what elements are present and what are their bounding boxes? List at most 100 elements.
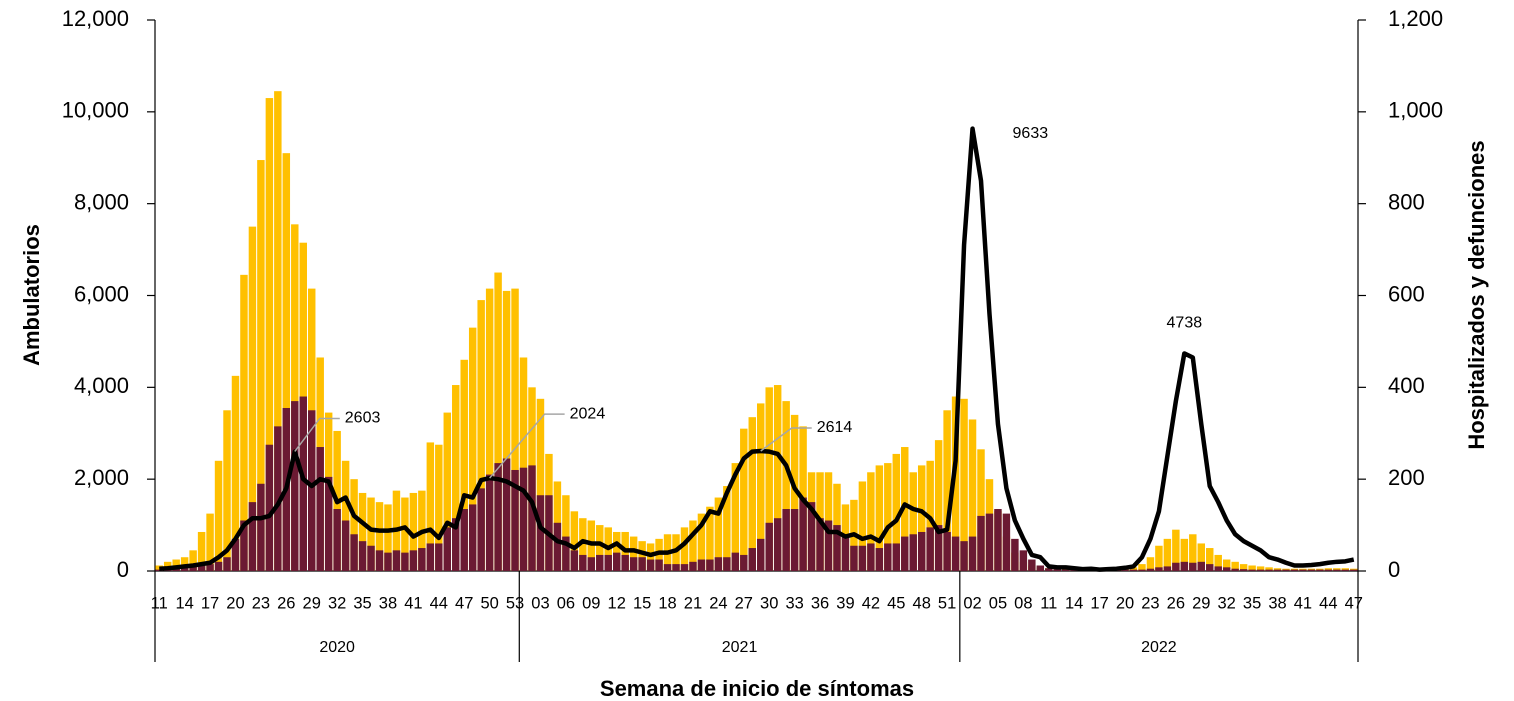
bar [1002, 513, 1011, 571]
y-tick-label: 10,000 [62, 98, 129, 123]
bar [155, 569, 163, 571]
bar [443, 412, 452, 571]
x-tick-label: 44 [1319, 594, 1337, 612]
bar [452, 518, 460, 571]
bar [638, 541, 646, 571]
leader-line [294, 417, 340, 452]
bar [197, 531, 206, 571]
bar [511, 288, 519, 571]
x-tick-label: 23 [1141, 594, 1159, 612]
bar [748, 548, 756, 571]
bar [875, 465, 884, 571]
bar [265, 444, 274, 571]
bar [1273, 569, 1282, 571]
bar [1053, 569, 1061, 571]
bar [757, 538, 765, 571]
bar [1036, 565, 1045, 571]
bar [773, 518, 782, 571]
data-label: 4738 [1167, 315, 1203, 332]
y2-axis-title: Hospitalizados y defunciones [1464, 140, 1489, 449]
y-tick-label: 8,000 [74, 189, 129, 214]
x-tick-label: 39 [836, 594, 854, 612]
bar [1197, 561, 1205, 571]
x-tick-label: 12 [608, 594, 626, 612]
y2-tick-label: 1,000 [1388, 98, 1443, 123]
bar [731, 463, 740, 571]
x-tick-label: 18 [658, 594, 676, 612]
y-tick-label: 6,000 [74, 281, 129, 306]
bar [1163, 538, 1172, 571]
bar [807, 502, 816, 571]
bar [748, 417, 756, 571]
x-tick-label: 29 [303, 594, 321, 612]
bar [435, 444, 443, 571]
bar [1011, 538, 1019, 571]
bar [384, 504, 392, 571]
bar [943, 531, 951, 571]
x-tick-label: 47 [455, 594, 473, 612]
x-tick-label: 06 [557, 594, 575, 612]
bar [858, 545, 867, 571]
bar [519, 357, 528, 571]
bar [570, 511, 579, 571]
leader-line [489, 413, 565, 479]
bar [934, 440, 943, 571]
bar [223, 557, 231, 571]
x-tick-label: 38 [1268, 594, 1286, 612]
bar [333, 509, 341, 571]
bar [1189, 534, 1197, 571]
bar [951, 536, 960, 571]
bar [689, 520, 697, 571]
bar [511, 469, 519, 571]
bar [782, 509, 790, 571]
bar [1290, 569, 1299, 571]
bar [596, 525, 604, 571]
bar [1180, 538, 1189, 571]
bar [367, 545, 375, 571]
bar [240, 274, 248, 571]
bar [223, 410, 231, 571]
bar [968, 536, 977, 571]
bar [519, 467, 528, 571]
bar [612, 552, 621, 571]
bar [562, 495, 570, 571]
x-tick-label: 51 [938, 594, 956, 612]
bar [951, 396, 960, 571]
bar [892, 453, 901, 571]
bar [757, 403, 765, 571]
bar [884, 543, 892, 571]
bar [765, 522, 773, 571]
bar [1316, 569, 1324, 571]
bar [485, 288, 494, 571]
bar [850, 545, 858, 571]
bar [265, 98, 274, 571]
y2-tick-label: 1,200 [1388, 6, 1443, 31]
x-tick-label: 24 [709, 594, 727, 612]
bar [672, 564, 680, 571]
bar [1214, 554, 1222, 571]
bar [553, 522, 562, 571]
bar [1206, 564, 1214, 571]
bar [494, 272, 502, 571]
y-tick-label: 0 [117, 557, 129, 582]
y-tick-label: 12,000 [62, 6, 129, 31]
bar [579, 554, 587, 571]
x-tick-label: 26 [1167, 594, 1185, 612]
data-label: 2614 [817, 419, 853, 436]
bar [435, 543, 443, 571]
bar [1028, 559, 1036, 571]
bar [324, 476, 333, 571]
bar [663, 564, 672, 571]
bar [214, 460, 223, 571]
bar [350, 479, 358, 571]
bar [909, 472, 917, 571]
bar [172, 568, 180, 571]
bar [824, 520, 833, 571]
bar [1282, 569, 1290, 571]
bar [596, 554, 604, 571]
bar [443, 527, 452, 571]
x-tick-label: 47 [1345, 594, 1363, 612]
bar [740, 554, 748, 571]
bar [570, 550, 579, 571]
x-tick-label: 53 [506, 594, 524, 612]
